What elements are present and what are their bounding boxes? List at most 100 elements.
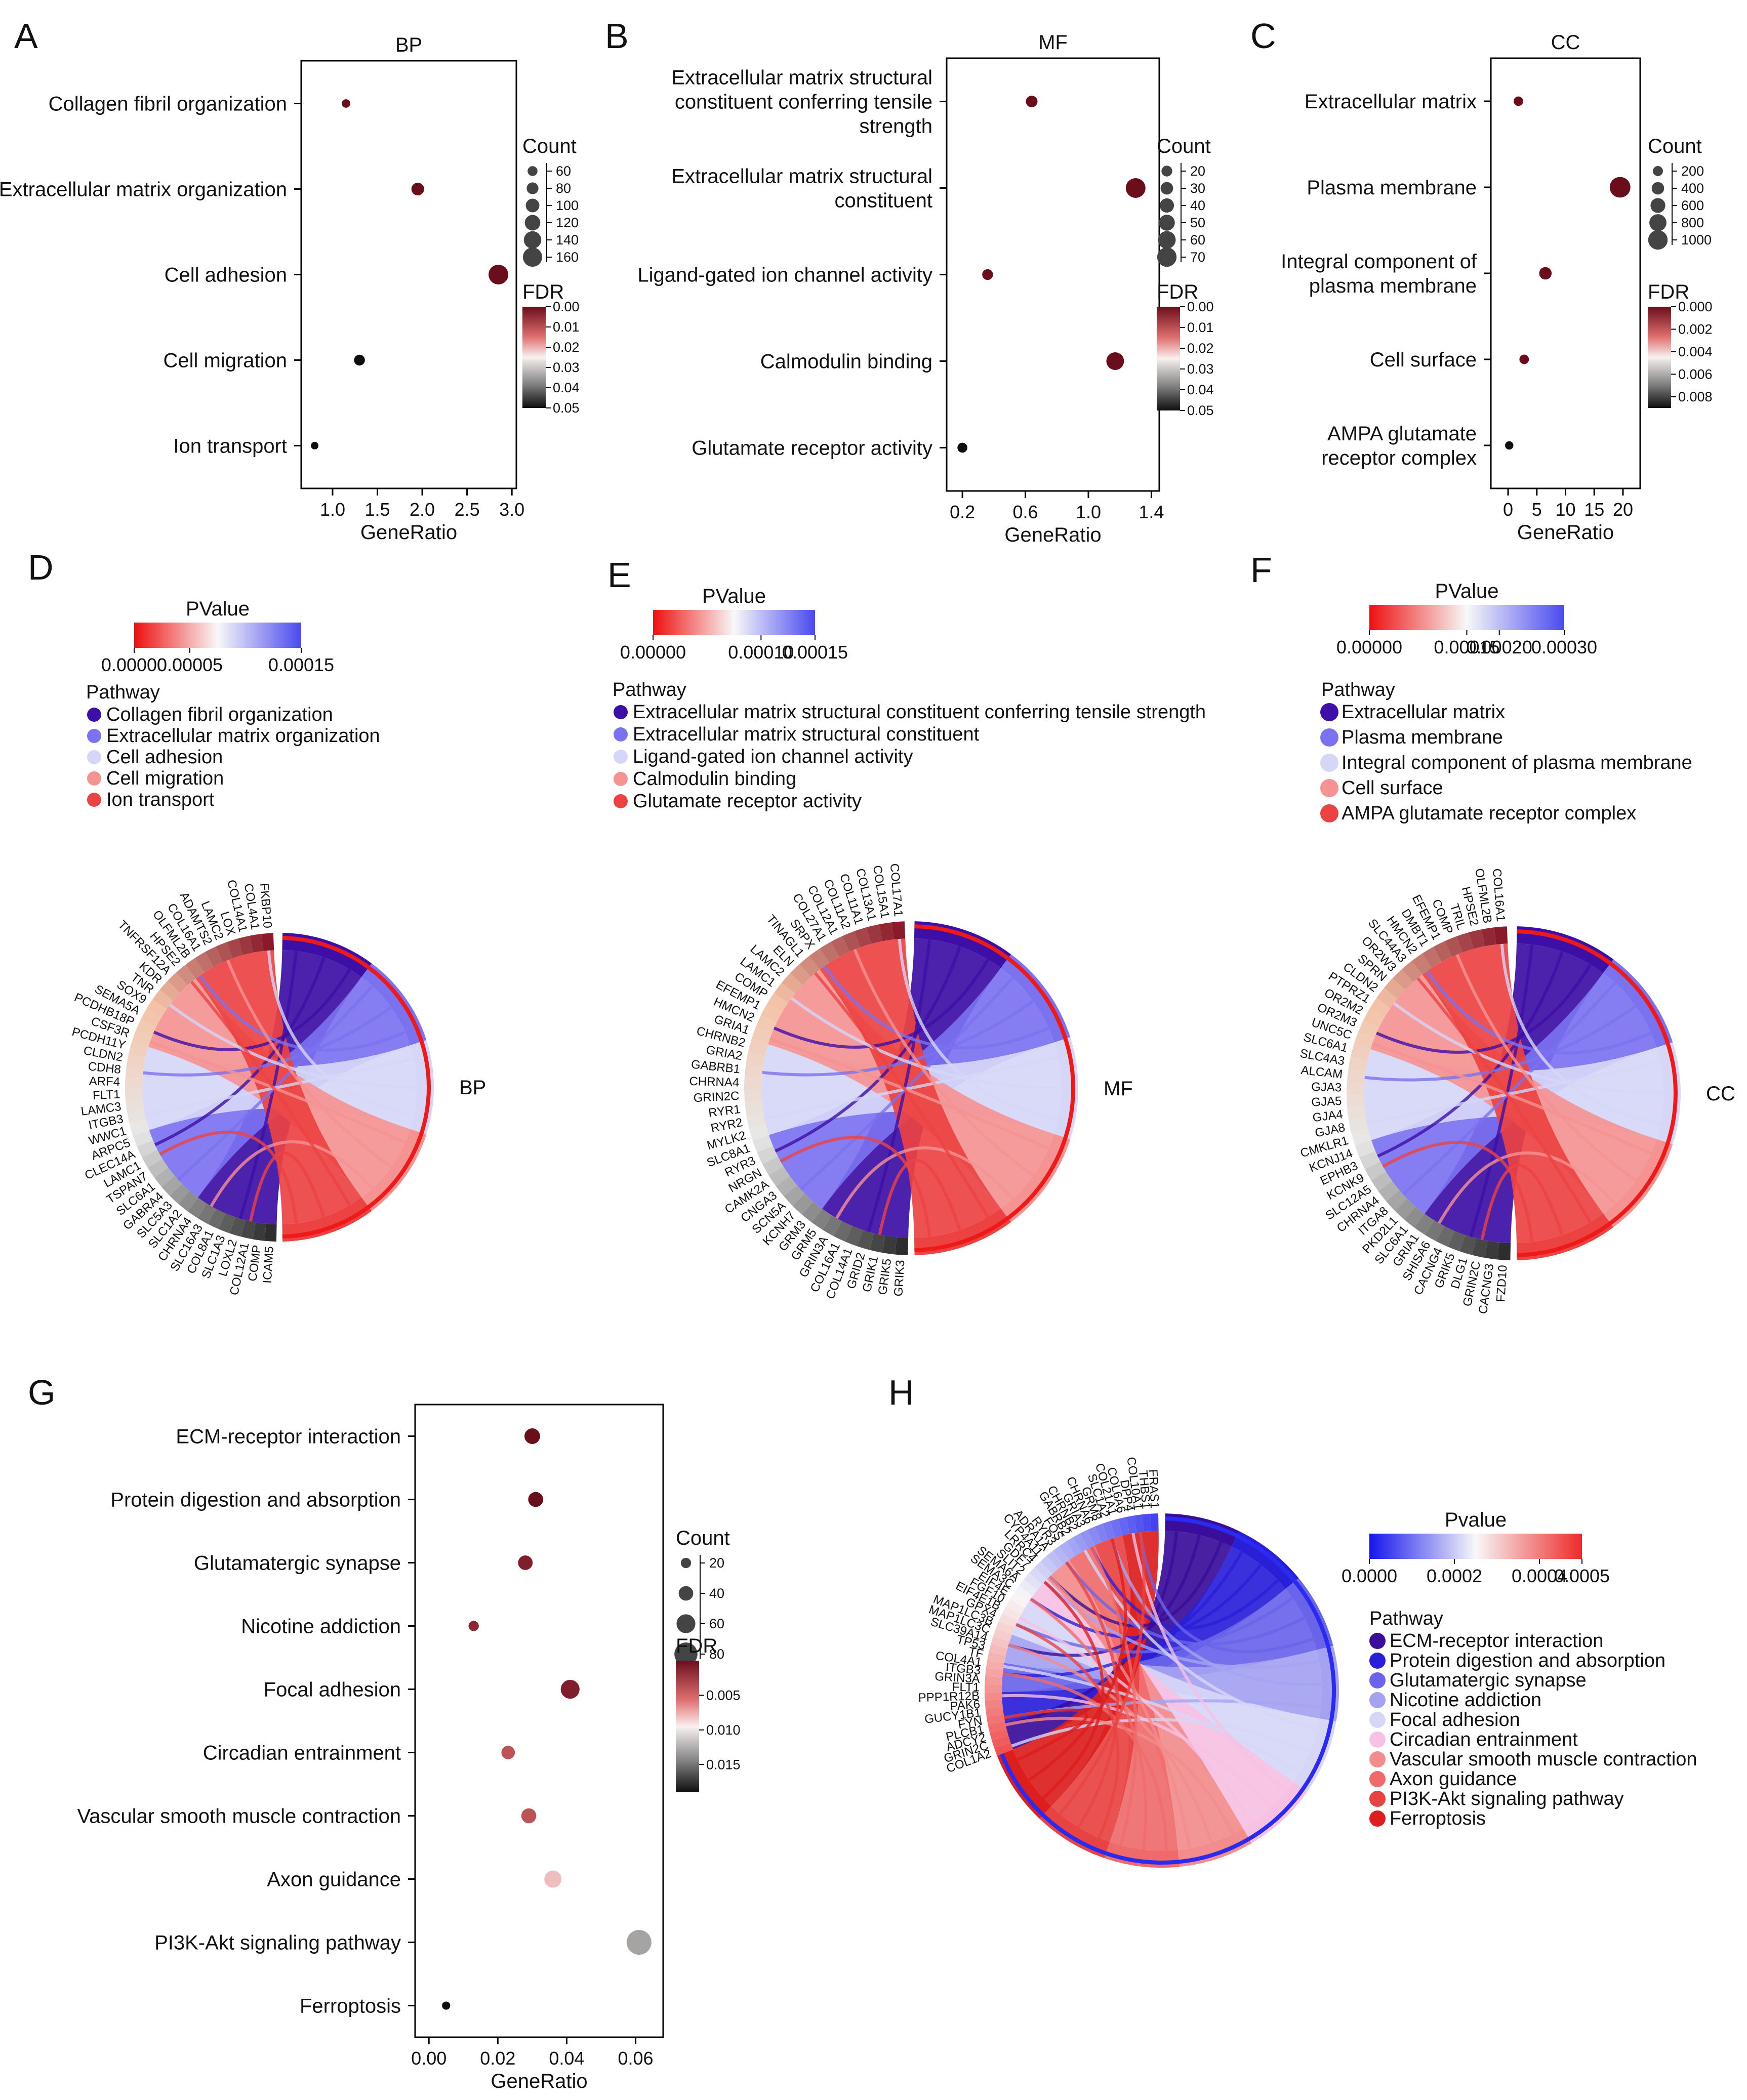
gene-ring-segment [809,948,829,970]
gene-ring-segment [1422,946,1442,968]
data-point [1106,352,1124,370]
gene-ring-segment [869,1233,885,1253]
gene-ring-segment [866,924,882,944]
colorbar-tick-label: 0.005 [706,1687,741,1703]
pathway-legend-label: Extracellular matrix structural constitu… [633,702,1206,723]
chord-link [1375,964,1592,1054]
chord-link [143,1006,392,1077]
chord-diagram: COL1A2GRIN2CADCY2PLCB1FYNGUCY1B1PAK6PPP1… [918,1456,1339,1868]
gene-ring-segment [744,1064,763,1079]
gene-ring-segment [987,1652,1006,1663]
gene-label: ICAM5 [261,1246,276,1284]
chord-link [159,1130,298,1224]
chord-link [867,939,931,1232]
pathway-legend-label: Nicotine addiction [1390,1690,1541,1711]
gene-ring-segment [746,1051,765,1067]
data-point [468,1621,479,1631]
data-point [957,442,967,453]
gene-ring-segment [1402,961,1423,982]
gene-ring-segment [1134,1514,1144,1533]
gene-ring-segment [782,973,803,994]
size-legend-dot [1650,198,1665,213]
gene-ring-segment [238,935,253,955]
gene-ring-segment [1371,1171,1393,1191]
gene-label: CHRNA4 [689,1075,739,1090]
pathway-legend-dot [1369,1653,1386,1669]
colorbar-tick-label: 0.002 [1678,321,1713,337]
gene-ring-segment [1102,1521,1116,1540]
size-legend-dot [1648,230,1668,250]
pathway-legend-title: Pathway [613,679,686,701]
pathway-legend-dot [614,750,628,764]
pathway-legend-dot [614,794,628,808]
gene-ring-segment [768,1166,790,1186]
gene-ring-segment [996,1621,1015,1635]
gene-ring-segment [1040,1556,1058,1574]
gene-ring-segment [1425,1220,1444,1242]
gene-ring-segment [1087,1526,1102,1546]
gene-ring-segment [129,1120,149,1136]
pathway-legend-title: Pathway [86,682,160,703]
panel-letter: G [28,1373,55,1412]
gene-ring-segment [208,1209,226,1229]
x-tick-label: 1.5 [364,499,390,520]
gene-ring-segment [745,1101,763,1116]
chord-link [1110,1538,1322,1686]
gene-ring-segment [1472,1238,1488,1258]
chord-link [1015,1623,1120,1838]
chord-link [177,985,374,1181]
chord-link [823,965,1049,1050]
pathway-ring-segment [1603,959,1673,1048]
data-point [354,354,365,366]
gene-ring-segment [154,1167,175,1187]
chord-link [1059,1532,1146,1815]
pathway-legend-dot [1369,1633,1386,1649]
chord-link [1048,1541,1223,1628]
size-legend-label: 1000 [1681,232,1712,248]
gene-ring-segment [127,1053,146,1068]
pvalue-scale-title: PValue [186,598,250,620]
gene-ring-segment [152,990,173,1009]
pathway-legend-dot [614,772,628,786]
size-legend-label: 20 [1190,163,1205,179]
x-tick-label: 0.2 [950,502,975,522]
y-category-label: Ferroptosis [300,1995,401,2017]
colorbar-tick-label: 0.006 [1678,366,1713,382]
panel-letter: D [28,548,54,587]
pathway-legend-dot [1369,1712,1386,1728]
pathway-legend-label: Integral component of plasma membrane [1342,752,1692,773]
panel-letter: C [1250,16,1276,56]
gene-ring-segment [799,956,820,977]
gene-ring-segment [1118,1517,1130,1536]
gene-ring-segment [811,1209,832,1230]
gene-ring-segment [1484,1241,1499,1260]
gene-label: PAK6 [950,1698,981,1714]
data-point [626,1929,652,1955]
chord-link [780,1136,931,1238]
chord-link [1500,943,1661,1126]
pathway-ring-segment [361,963,427,1046]
gene-ring-segment [142,1149,162,1168]
data-point [489,264,509,285]
pathway-legend-dot [1320,728,1338,747]
x-tick-label: 1.0 [1076,502,1101,522]
gene-ring-segment [784,1185,805,1206]
chord-link [1030,1597,1148,1850]
gene-ring-segment [1126,1515,1137,1534]
pathway-legend-dot [1320,754,1338,772]
colorbar-tick-label: 0.03 [1187,361,1214,377]
y-category-label: Focal adhesion [264,1679,401,1701]
gene-ring-segment [749,1124,769,1141]
pathway-legend-dot [1320,703,1338,721]
gene-ring-segment [985,1699,1003,1709]
gene-ring-segment [1363,1009,1385,1028]
gene-ring-segment [985,1668,1003,1678]
colorbar-tick-label: 0.0004 [1512,1566,1567,1586]
gene-ring-segment [197,1203,216,1224]
y-category-label: receptor complex [1321,447,1477,469]
pathway-legend-dot [1320,804,1338,822]
gene-ring-segment [991,1636,1010,1649]
chord-link [190,980,351,1206]
gene-ring-segment [802,1201,823,1223]
panel-title: CC [1551,31,1580,54]
